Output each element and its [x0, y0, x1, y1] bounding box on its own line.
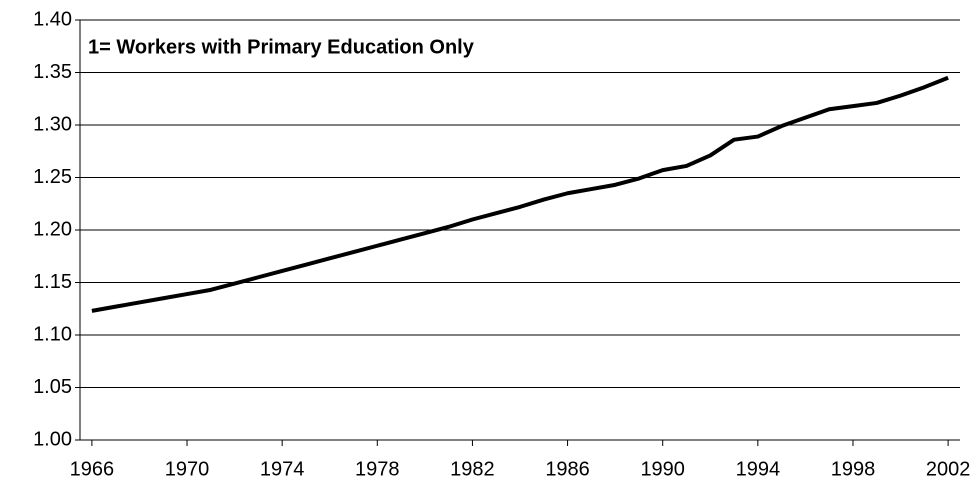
x-tick-label: 1970: [165, 458, 210, 480]
x-tick-label: 1966: [70, 458, 115, 480]
annotation: 1= Workers with Primary Education Only: [88, 36, 475, 58]
y-tick-label: 1.05: [33, 376, 72, 398]
x-tick-label: 1994: [736, 458, 781, 480]
line: [91, 75, 949, 313]
y-tick-label: 1.00: [33, 428, 72, 450]
y-tick-label: 1.30: [33, 113, 72, 135]
y-tick-label: 1.25: [33, 166, 72, 188]
y-tick-label: 1.15: [33, 271, 72, 293]
x-tick-label: 1982: [450, 458, 495, 480]
x-tick-label: 1978: [355, 458, 400, 480]
x-tick-label: 1998: [831, 458, 876, 480]
y-tick-label: 1.35: [33, 61, 72, 83]
y-tick-label: 1.20: [33, 218, 72, 240]
y-tick-label: 1.40: [33, 8, 72, 30]
x-tick-label: 1986: [545, 458, 590, 480]
x-tick-label: 1974: [260, 458, 305, 480]
y-tick-label: 1.10: [33, 323, 72, 345]
x-tick-label: 2002: [926, 458, 971, 480]
x-tick-label: 1990: [640, 458, 685, 480]
